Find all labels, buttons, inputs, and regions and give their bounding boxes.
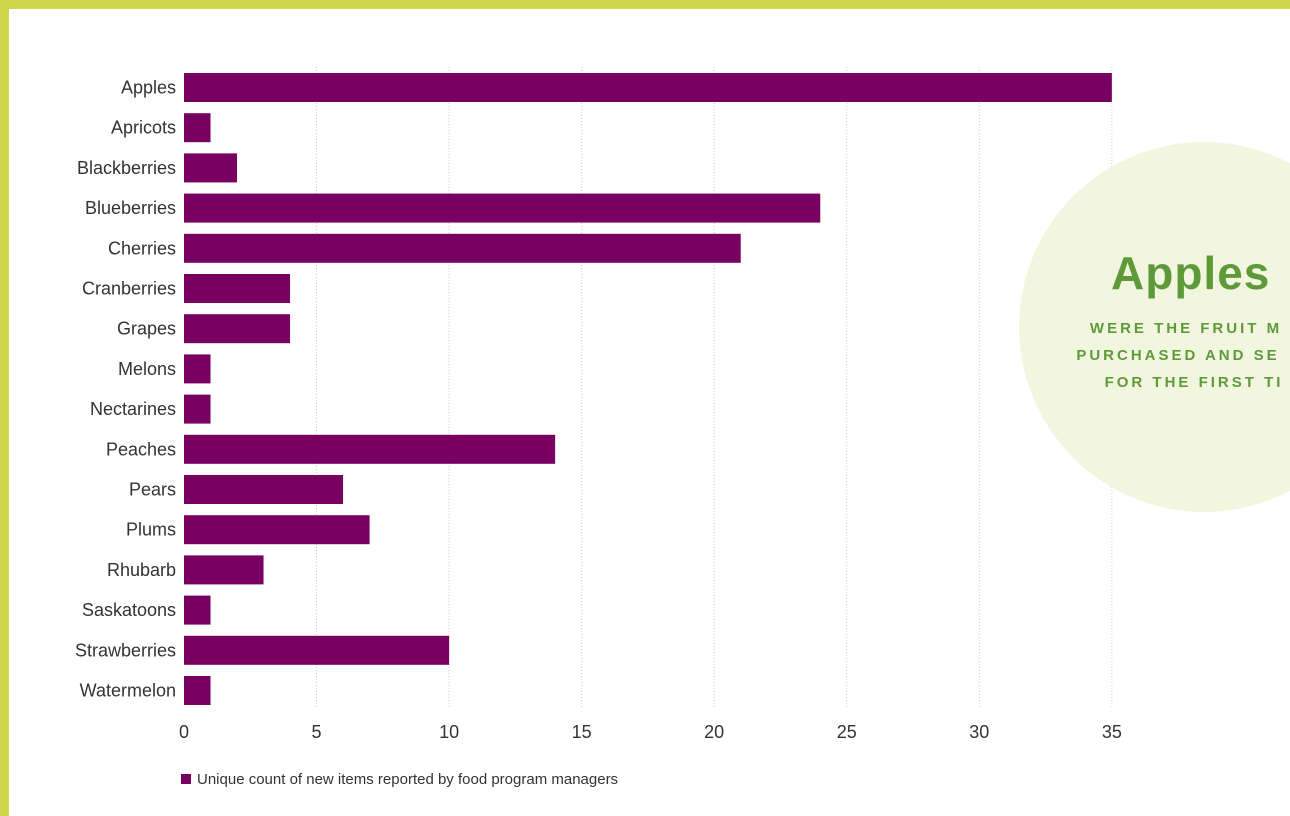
category-label: Blackberries	[77, 158, 176, 178]
bar-apricots	[184, 113, 211, 143]
category-label: Plums	[126, 520, 176, 540]
callout-line: WERE THE FRUIT M	[1089, 320, 1283, 337]
bar-apples	[184, 73, 1112, 102]
bar-peaches	[184, 434, 556, 464]
category-label: Cranberries	[82, 279, 176, 299]
bar-blueberries	[184, 193, 821, 223]
x-tick-label: 35	[1102, 722, 1122, 742]
category-label: Strawberries	[75, 640, 176, 660]
legend-label: Unique count of new items reported by fo…	[197, 771, 618, 788]
bar-pears	[184, 475, 344, 504]
bar-melons	[184, 354, 211, 384]
category-label: Watermelon	[80, 681, 176, 701]
x-tick-label: 25	[837, 722, 857, 742]
callout-line: PURCHASED AND SE	[1076, 347, 1280, 364]
x-axis-ticks: 0 5 10 15 20 25 30 35	[179, 722, 1122, 742]
bar-blackberries	[184, 153, 238, 183]
x-tick-label: 30	[969, 722, 989, 742]
category-label: Grapes	[117, 319, 176, 339]
category-label: Saskatoons	[82, 600, 176, 620]
x-tick-label: 10	[439, 722, 459, 742]
category-label: Apricots	[111, 118, 176, 138]
bar-plums	[184, 515, 370, 545]
gridlines	[316, 67, 1113, 709]
bar-grapes	[184, 314, 291, 344]
bar-watermelon	[184, 676, 211, 705]
category-label: Apples	[121, 78, 176, 98]
category-label: Melons	[118, 359, 176, 379]
bar-nectarines	[184, 394, 211, 424]
category-label: Peaches	[106, 439, 176, 459]
category-label: Pears	[129, 480, 176, 500]
callout-line: FOR THE FIRST TI	[1104, 374, 1284, 391]
category-labels: Apples Apricots Blackberries Blueberries Che…	[75, 78, 176, 701]
bar-cranberries	[184, 274, 291, 303]
bar-chart: Apples Apricots Blackberries Blueberries Che…	[75, 67, 1122, 788]
bars	[184, 73, 1112, 705]
category-label: Rhubarb	[107, 560, 176, 580]
x-tick-label: 15	[572, 722, 592, 742]
legend-swatch	[181, 774, 191, 784]
bar-rhubarb	[184, 555, 264, 585]
x-tick-label: 20	[704, 722, 724, 742]
x-tick-label: 5	[312, 722, 322, 742]
x-tick-label: 0	[179, 722, 189, 742]
bar-cherries	[184, 233, 741, 263]
bar-saskatoons	[184, 595, 211, 625]
callout-title: Apples	[1111, 247, 1271, 299]
category-label: Cherries	[108, 238, 176, 258]
category-label: Blueberries	[85, 198, 176, 218]
category-label: Nectarines	[90, 399, 176, 419]
bar-strawberries	[184, 635, 450, 665]
legend: Unique count of new items reported by fo…	[181, 771, 618, 788]
